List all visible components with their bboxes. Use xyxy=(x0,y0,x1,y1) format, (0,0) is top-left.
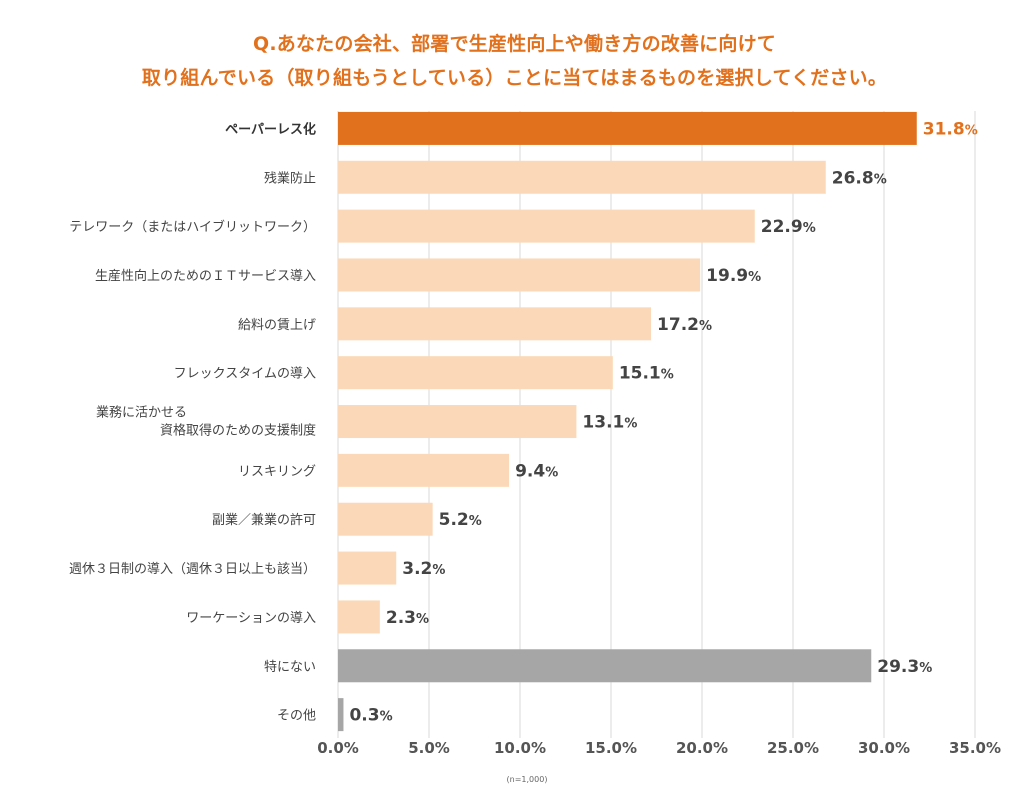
category-label: ペーパーレス化 xyxy=(225,121,316,137)
category-label: 給料の賃上げ xyxy=(238,318,316,333)
category-label: リスキリング xyxy=(238,464,316,479)
category-label: その他 xyxy=(277,709,316,724)
category-label: フレックスタイムの導入 xyxy=(174,367,316,382)
value-labels: 31.8% 26.8% 22.9% 19.9% 17.2% 15.1% 13.1% 9.4% 5… xyxy=(349,119,977,725)
value-label: 29.3% xyxy=(877,657,932,677)
bar xyxy=(338,111,917,145)
sample-size-note: (n=1,000) xyxy=(507,775,548,784)
value-label: 26.8% xyxy=(832,168,887,188)
bar xyxy=(338,600,380,634)
x-tick-label: 10.0% xyxy=(494,739,546,757)
category-label: 業務に活かせる資格取得のための支援制度 xyxy=(96,405,316,439)
value-label: 19.9% xyxy=(706,266,761,286)
x-tick-label: 35.0% xyxy=(949,739,1001,757)
value-label: 2.3% xyxy=(386,608,429,628)
x-tick-label: 0.0% xyxy=(317,739,359,757)
bar xyxy=(338,209,755,243)
value-label: 5.2% xyxy=(439,510,482,530)
category-label: テレワーク（またはハイブリットワーク） xyxy=(69,219,316,235)
bar xyxy=(338,405,577,439)
category-label: 特にない xyxy=(264,660,316,675)
bar xyxy=(338,453,510,487)
x-tick-label: 15.0% xyxy=(585,739,637,757)
x-tick-label: 30.0% xyxy=(858,739,910,757)
x-axis-tick-labels: 0.0% 5.0% 10.0% 15.0% 20.0% 25.0% 30.0% 35.0% xyxy=(317,739,1001,757)
bar xyxy=(338,356,613,390)
chart-title-line-1: Q.あなたの会社、部署で生産性向上や働き方の改善に向けて xyxy=(253,33,776,55)
x-tick-label: 5.0% xyxy=(408,739,450,757)
value-label: 17.2% xyxy=(657,315,712,335)
category-label: 週休３日制の導入（週休３日以上も該当） xyxy=(69,561,316,577)
value-label: 31.8% xyxy=(923,119,978,139)
value-label: 13.1% xyxy=(582,413,637,433)
bar xyxy=(338,649,872,683)
bar xyxy=(338,551,397,585)
chart-title-line-2: 取り組んでいる（取り組もうとしている）ことに当てはまるものを選択してください。 xyxy=(141,67,888,89)
category-label: 副業／兼業の許可 xyxy=(212,512,316,528)
value-label: 9.4% xyxy=(515,461,558,481)
value-label: 15.1% xyxy=(619,364,674,384)
x-tick-label: 20.0% xyxy=(676,739,728,757)
bar xyxy=(338,698,344,732)
value-label: 3.2% xyxy=(402,559,445,579)
category-label: ワーケーションの導入 xyxy=(186,611,316,626)
bar xyxy=(338,502,433,536)
value-label: 0.3% xyxy=(349,706,392,726)
value-label: 22.9% xyxy=(761,217,816,237)
x-tick-label: 25.0% xyxy=(767,739,819,757)
category-label: 残業防止 xyxy=(264,170,316,186)
bar xyxy=(338,160,826,194)
bar xyxy=(338,258,701,292)
bars xyxy=(338,111,917,732)
bar xyxy=(338,307,652,341)
category-label: 生産性向上のためのＩＴサービス導入 xyxy=(95,268,316,284)
